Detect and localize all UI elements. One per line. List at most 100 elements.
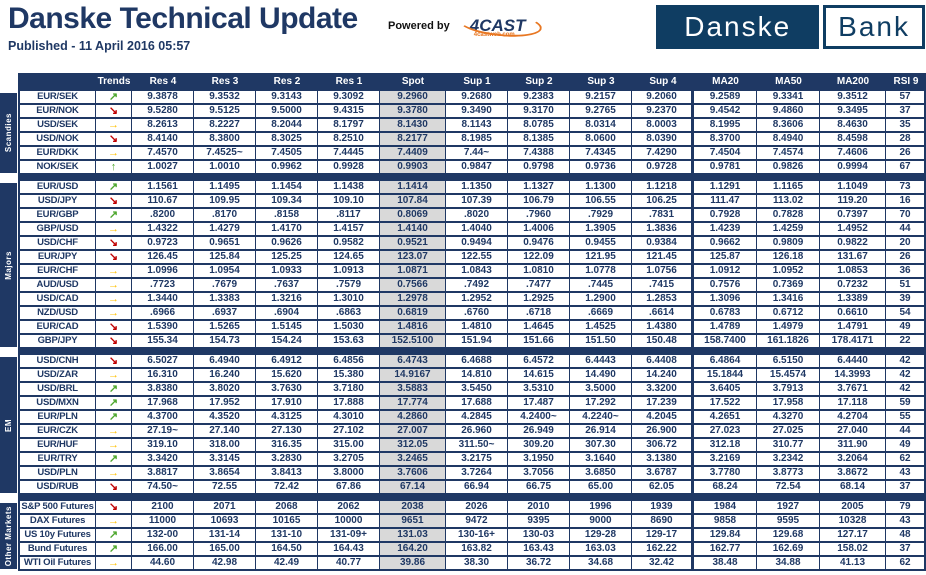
cell-ma20: 3.6405 (694, 383, 757, 395)
cell-res1: 9.4315 (318, 105, 380, 117)
cell-res1: 153.63 (318, 335, 380, 347)
table-row: GBP/JPY ↘ 155.34 154.73 154.24 153.63 152.5100… (18, 335, 926, 349)
group-sidebar: Scandies (0, 91, 18, 175)
cell-sup4: 62.05 (632, 481, 694, 493)
table-row: USD/MXN ↗ 17.968 17.952 17.910 17.888 17.774 17… (18, 397, 926, 411)
cell-ma20: 4.2651 (694, 411, 757, 423)
cell-res3: 17.952 (194, 397, 256, 409)
trend-cell: ↘ (96, 355, 132, 367)
group-label: Other Markets (4, 505, 13, 567)
trend-up-icon: ↑ (110, 161, 117, 173)
pair-label: EUR/CZK (18, 425, 96, 437)
trend-down-right-icon: ↘ (108, 501, 119, 513)
cell-rsi9: 67 (886, 161, 926, 173)
cell-sup3: 121.95 (570, 251, 632, 263)
cell-ma20: 27.023 (694, 425, 757, 437)
cell-sup3: 3.6850 (570, 467, 632, 479)
cell-res2: .7637 (256, 279, 318, 291)
pair-label: EUR/HUF (18, 439, 96, 451)
pair-label: USD/CNH (18, 355, 96, 367)
cell-ma200: 119.20 (820, 195, 886, 207)
trend-cell: → (96, 515, 132, 527)
cell-res4: 3.8380 (132, 383, 194, 395)
cell-ma200: 311.90 (820, 439, 886, 451)
trend-up-right-icon: ↗ (108, 411, 119, 423)
cell-sup2: 4.2400~ (508, 411, 570, 423)
cell-sup1: 4.2845 (446, 411, 508, 423)
cell-res4: 9.5280 (132, 105, 194, 117)
cell-ma50: 17.958 (757, 397, 820, 409)
cell-rsi9: 36 (886, 265, 926, 277)
cell-res2: 0.9962 (256, 161, 318, 173)
cell-ma200: 0.9994 (820, 161, 886, 173)
group-sidebar-block: Other Markets (0, 503, 17, 569)
cell-spot: 9651 (380, 515, 446, 527)
cell-sup1: 1.4040 (446, 223, 508, 235)
pair-label: USD/CHF (18, 237, 96, 249)
cell-sup4: 0.9384 (632, 237, 694, 249)
cell-ma20: 1.1291 (694, 181, 757, 193)
cell-sup1: 8.1985 (446, 133, 508, 145)
group-label: Majors (4, 250, 13, 280)
cell-sup2: 130-03 (508, 529, 570, 541)
group-other-markets: Other Markets S&P 500 Futures ↘ 2100 2071 206… (0, 501, 926, 571)
cell-res3: 1.4279 (194, 223, 256, 235)
trend-cell: ↘ (96, 481, 132, 493)
cell-res2: 7.4505 (256, 147, 318, 159)
cell-rsi9: 20 (886, 237, 926, 249)
pair-label: US 10y Futures (18, 529, 96, 541)
cell-ma50: 161.1826 (757, 335, 820, 347)
trend-right-icon: → (108, 223, 119, 235)
trend-cell: → (96, 439, 132, 451)
cell-spot: 1.1414 (380, 181, 446, 193)
pair-label: USD/SEK (18, 119, 96, 131)
table-row: USD/ZAR → 16.310 16.240 15.620 15.380 14.9167 1… (18, 369, 926, 383)
cell-sup3: 307.30 (570, 439, 632, 451)
trend-cell: ↗ (96, 411, 132, 423)
corner-cell (18, 73, 96, 91)
cell-sup4: 121.45 (632, 251, 694, 263)
table-row: USD/PLN → 3.8817 3.8654 3.8413 3.8000 3.7606 3.… (18, 467, 926, 481)
trend-down-right-icon: ↘ (108, 105, 119, 117)
cell-ma20: 9858 (694, 515, 757, 527)
group-sidebar: EM (0, 355, 18, 495)
cell-sup1: .8020 (446, 209, 508, 221)
table-row: EUR/GBP ↗ .8200.8170.8158.8117 0.8069.8020.… (18, 209, 926, 223)
trend-down-right-icon: ↘ (108, 195, 119, 207)
column-header-sup3: Sup 3 (587, 76, 615, 87)
cell-ma200: 68.14 (820, 481, 886, 493)
cell-sup4: 4.2045 (632, 411, 694, 423)
cell-ma200: 41.13 (820, 557, 886, 569)
cell-ma50: 1.1165 (757, 181, 820, 193)
column-header-res3: Res 3 (211, 76, 239, 87)
cell-res1: 27.102 (318, 425, 380, 437)
cell-sup1: 3.7264 (446, 467, 508, 479)
column-header-sup2: Sup 2 (525, 76, 553, 87)
cell-ma50: 3.8773 (757, 467, 820, 479)
pair-label: EUR/USD (18, 181, 96, 193)
cell-res2: 6.4912 (256, 355, 318, 367)
table-row: EUR/JPY ↘ 126.45 125.84 125.25 124.65 123.07 12… (18, 251, 926, 265)
cell-sup2: 163.43 (508, 543, 570, 555)
cell-sup2: 151.66 (508, 335, 570, 347)
powered-by: Powered by 4CAST 4castweb.com (388, 16, 531, 38)
cell-res2: 3.7630 (256, 383, 318, 395)
cell-ma50: 7.4574 (757, 147, 820, 159)
trend-cell: → (96, 265, 132, 277)
pair-label: USD/JPY (18, 195, 96, 207)
cell-res3: 1.0954 (194, 265, 256, 277)
cell-sup1: 130-16+ (446, 529, 508, 541)
trend-cell: ↘ (96, 501, 132, 513)
cell-res4: 132-00 (132, 529, 194, 541)
trend-cell: ↘ (96, 133, 132, 145)
trend-cell: → (96, 279, 132, 291)
cell-spot: 3.7606 (380, 467, 446, 479)
cell-sup4: 3.1380 (632, 453, 694, 465)
cell-res2: 72.42 (256, 481, 318, 493)
cell-sup4: 32.42 (632, 557, 694, 569)
cell-res1: 15.380 (318, 369, 380, 381)
cell-res2: 0.9626 (256, 237, 318, 249)
cell-sup4: 26.900 (632, 425, 694, 437)
table-row: USD/BRL ↗ 3.8380 3.8020 3.7630 3.7180 3.5883 3.… (18, 383, 926, 397)
column-header-ma50: MA50 (775, 76, 802, 87)
